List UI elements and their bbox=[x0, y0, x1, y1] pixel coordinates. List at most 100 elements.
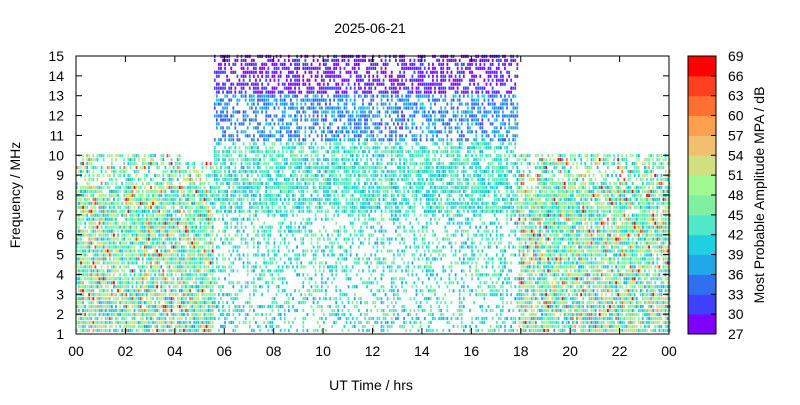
heatmap-cell bbox=[160, 293, 163, 297]
heatmap-cell bbox=[351, 205, 354, 209]
heatmap-cell bbox=[347, 181, 350, 186]
heatmap-cell bbox=[141, 253, 144, 257]
heatmap-cell bbox=[271, 154, 274, 158]
heatmap-cell bbox=[296, 229, 298, 233]
heatmap-cell bbox=[108, 249, 111, 253]
heatmap-cell bbox=[123, 297, 126, 301]
heatmap-cell bbox=[353, 70, 356, 74]
heatmap-cell bbox=[329, 98, 331, 102]
heatmap-cell bbox=[100, 229, 103, 233]
heatmap-cell bbox=[137, 324, 140, 329]
heatmap-cell bbox=[168, 293, 171, 297]
heatmap-cell bbox=[90, 277, 93, 281]
heatmap-cell bbox=[110, 225, 113, 229]
heatmap-cell bbox=[82, 213, 84, 217]
heatmap-cell bbox=[224, 316, 226, 321]
heatmap-cell bbox=[156, 324, 159, 329]
heatmap-cell bbox=[275, 173, 278, 178]
heatmap-cell bbox=[203, 261, 206, 265]
heatmap-cell bbox=[320, 106, 323, 110]
heatmap-cell bbox=[360, 166, 362, 170]
heatmap-cell bbox=[119, 209, 121, 213]
heatmap-cell bbox=[158, 265, 161, 269]
heatmap-cell bbox=[337, 209, 340, 213]
heatmap-cell bbox=[224, 134, 226, 138]
heatmap-cell bbox=[150, 277, 152, 281]
heatmap-cell bbox=[191, 293, 194, 297]
heatmap-cell bbox=[172, 328, 175, 333]
heatmap-cell bbox=[137, 241, 140, 245]
heatmap-cell bbox=[145, 237, 148, 241]
heatmap-cell bbox=[306, 181, 309, 186]
heatmap-cell bbox=[265, 312, 268, 317]
heatmap-cell bbox=[302, 281, 305, 285]
heatmap-cell bbox=[195, 249, 198, 253]
heatmap-cell bbox=[218, 209, 220, 213]
heatmap-cell bbox=[90, 257, 93, 261]
heatmap-cell bbox=[298, 181, 301, 186]
heatmap-cell bbox=[145, 257, 148, 261]
heatmap-cell bbox=[96, 277, 99, 281]
heatmap-cell bbox=[310, 154, 313, 158]
heatmap-cell bbox=[277, 209, 280, 213]
heatmap-cell bbox=[172, 205, 175, 209]
heatmap-cell bbox=[108, 328, 111, 333]
heatmap-cell bbox=[82, 189, 84, 194]
heatmap-cell bbox=[316, 118, 319, 122]
heatmap-cell bbox=[220, 181, 222, 186]
heatmap-cell bbox=[150, 293, 152, 297]
heatmap-cell bbox=[129, 324, 132, 329]
heatmap-cell bbox=[106, 209, 109, 213]
heatmap-cell bbox=[156, 281, 159, 285]
heatmap-cell bbox=[180, 205, 183, 209]
heatmap-cell bbox=[154, 249, 156, 253]
heatmap-cell bbox=[302, 237, 305, 241]
heatmap-cell bbox=[310, 169, 313, 174]
heatmap-cell bbox=[255, 273, 257, 277]
heatmap-cell bbox=[162, 308, 165, 313]
heatmap-cell bbox=[141, 324, 144, 329]
heatmap-cell bbox=[176, 177, 179, 182]
heatmap-cell bbox=[246, 312, 249, 317]
heatmap-cell bbox=[269, 114, 272, 118]
heatmap-cell bbox=[353, 324, 356, 329]
heatmap-cell bbox=[292, 305, 294, 309]
heatmap-cell bbox=[253, 281, 255, 285]
heatmap-cell bbox=[349, 146, 352, 150]
heatmap-cell bbox=[298, 205, 301, 209]
heatmap-cell bbox=[343, 102, 346, 106]
heatmap-cell bbox=[253, 126, 255, 130]
heatmap-cell bbox=[234, 162, 237, 166]
heatmap-cell bbox=[246, 70, 249, 74]
heatmap-cell bbox=[164, 324, 167, 329]
heatmap-cell bbox=[195, 285, 198, 289]
heatmap-cell bbox=[174, 285, 177, 289]
heatmap-cell bbox=[218, 142, 220, 146]
heatmap-cell bbox=[294, 130, 296, 134]
heatmap-cell bbox=[347, 277, 350, 281]
heatmap-cell bbox=[195, 213, 198, 217]
heatmap-cell bbox=[205, 328, 208, 333]
heatmap-cell bbox=[131, 297, 134, 301]
heatmap-cell bbox=[211, 312, 214, 317]
heatmap-cell bbox=[265, 225, 268, 229]
heatmap-cell bbox=[236, 305, 239, 309]
heatmap-cell bbox=[310, 146, 313, 150]
heatmap-cell bbox=[100, 301, 103, 305]
heatmap-cell bbox=[143, 308, 146, 313]
heatmap-cell bbox=[263, 106, 266, 110]
heatmap-cell bbox=[187, 281, 189, 285]
heatmap-cell bbox=[294, 106, 296, 110]
heatmap-cell bbox=[298, 229, 301, 233]
heatmap-cell bbox=[82, 297, 84, 301]
heatmap-cell bbox=[191, 273, 194, 277]
heatmap-cell bbox=[113, 173, 115, 178]
heatmap-cell bbox=[222, 253, 224, 257]
heatmap-cell bbox=[279, 118, 282, 122]
heatmap-cell bbox=[236, 297, 239, 301]
heatmap-cell bbox=[230, 189, 233, 194]
heatmap-cell bbox=[113, 277, 115, 281]
heatmap-cell bbox=[236, 98, 239, 102]
heatmap-cell bbox=[314, 74, 317, 78]
heatmap-cell bbox=[203, 241, 206, 245]
